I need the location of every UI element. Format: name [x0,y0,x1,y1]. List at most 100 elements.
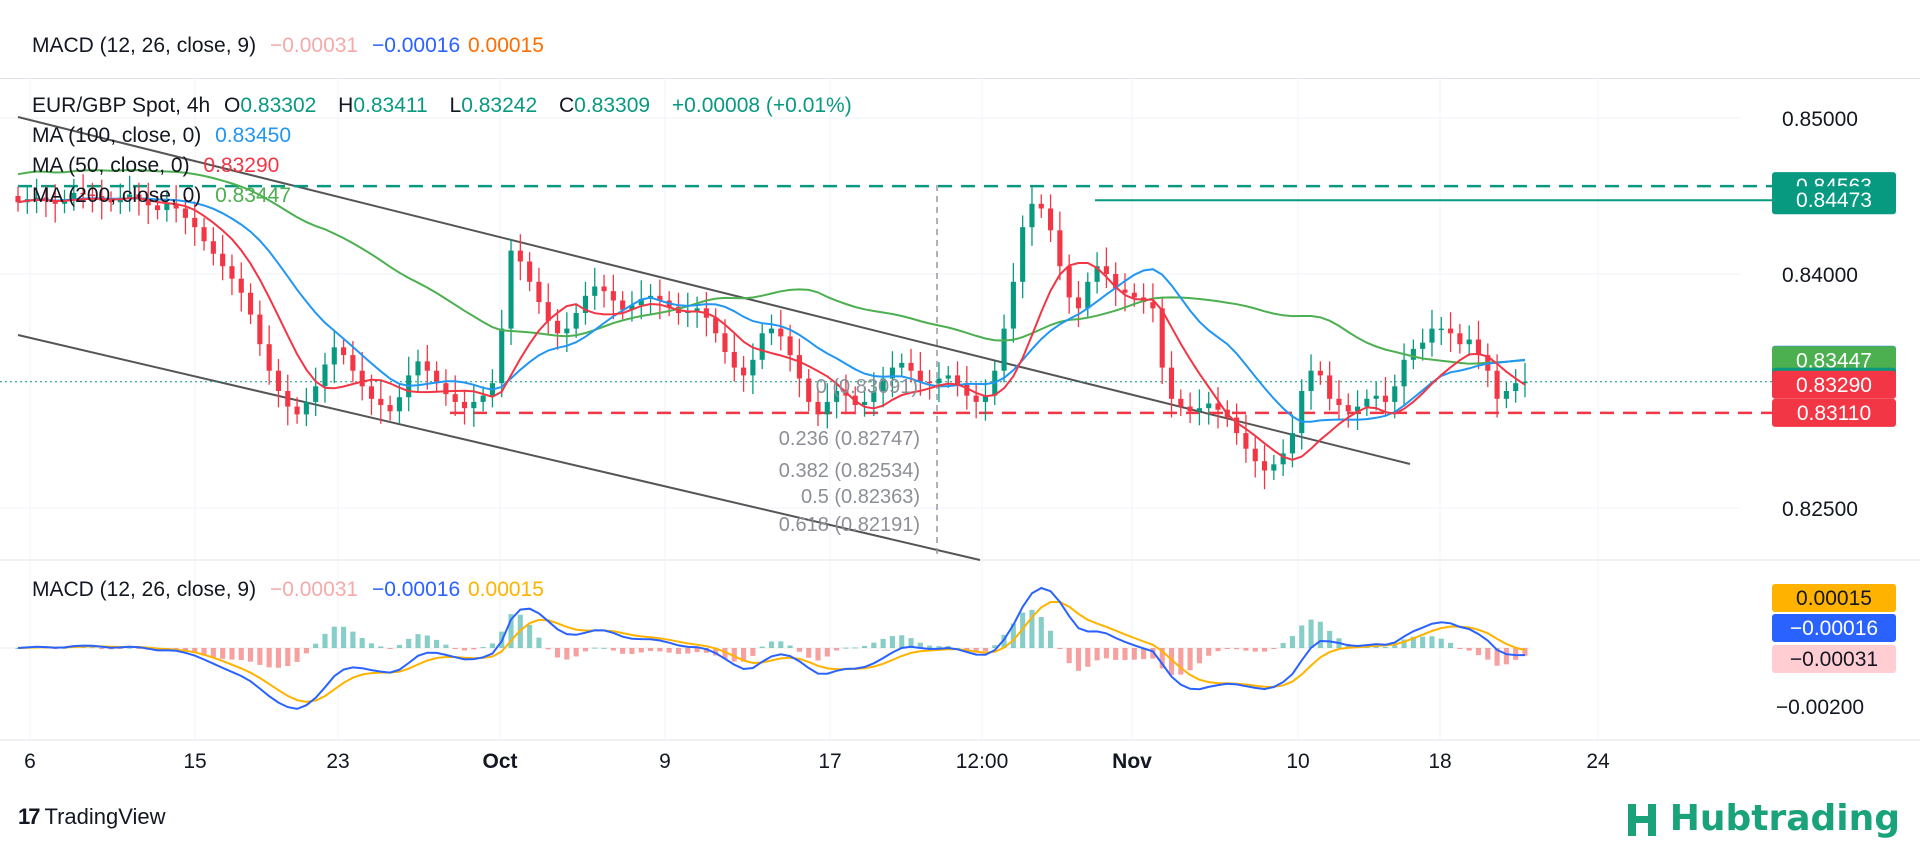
candle-body [1020,227,1026,282]
candle-body [173,203,179,209]
candle-body [1438,328,1444,331]
candle-body [471,401,477,409]
price-badge [1772,186,1896,215]
fib-level-label: 0.5 (0.82363) [801,486,920,508]
macd-histogram-bar [220,648,226,659]
candle-body [713,317,719,334]
candle-body [480,395,486,402]
fib-level-label: 0.618 (0.82191) [779,514,920,536]
macd-histogram-bar [1522,648,1528,656]
macd-histogram-bar [1243,648,1249,651]
candle-body [573,313,579,329]
time-tick-label: 24 [1586,750,1610,773]
macd-histogram-bar [843,647,849,649]
candle-body [536,281,542,303]
ma100-legend[interactable]: MA (100, close, 0) 0.83450 [32,124,292,147]
candle-body [1466,339,1472,345]
time-tick-label: Oct [482,750,517,773]
candle-body [127,194,133,198]
candle-body [973,395,979,402]
candle-body [1066,266,1072,298]
candle-body [824,401,830,415]
candle-body [1475,339,1482,356]
macd-histogram-bar [1010,623,1016,648]
tradingview-logo[interactable]: 17 TradingView [18,804,166,829]
candle-body [1159,308,1165,368]
macd-histogram-bar [917,642,923,648]
candle-body [694,308,700,312]
macd-header-macd: −0.00016 [371,34,461,57]
candle-body [71,192,77,200]
candle-body [564,328,570,334]
candle-body [499,328,505,384]
macd-histogram-bar [461,648,468,651]
macd-histogram-bar [1029,609,1035,648]
macd-histogram-bar [1206,648,1212,656]
macd-histogram-bar [638,648,644,653]
macd-histogram-bar [1299,625,1305,648]
macd-histogram-bar [1131,648,1137,660]
ma100-line [17,197,1526,423]
ohlc-high: 0.83411 [353,94,428,117]
macd-histogram-bar [378,646,384,648]
macd-histogram-bar [592,647,598,649]
macd-histogram-bar [350,631,356,648]
macd-histogram-bar [657,648,663,652]
macd-histogram-bar [610,648,616,651]
macd-histogram-bar [303,648,309,654]
macd-histogram-bar [201,648,207,656]
macd-histogram-bar [1215,648,1221,652]
candle-body [927,381,933,384]
candle-body [545,302,551,321]
macd-histogram-bar [1280,642,1286,648]
candle-body [1085,281,1091,309]
ma200-line [17,169,1526,365]
macd-histogram-bar [210,648,216,658]
macd-header-legend[interactable]: MACD (12, 26, close, 9) −0.00031 −0.0001… [32,34,552,58]
macd-histogram-bar [1289,636,1295,648]
chart-canvas[interactable]: 0.85000 0.84000 0.82500 0 (0.83091) 0.236 (0… [0,0,1920,790]
candle-body [517,250,523,262]
candle-body [266,344,272,371]
candle-body [610,291,616,301]
macd-histogram-bar [266,648,272,668]
price-tick-label: 0.82500 [1782,498,1858,521]
macd-histogram-bar [1429,636,1435,648]
candle-body [899,362,905,368]
candle-body [778,328,784,337]
macd-histogram-bar [1475,648,1482,656]
time-tick-label: 6 [24,750,36,773]
candle-body [1271,464,1277,471]
candle-body [1038,203,1044,209]
candle-body [982,395,989,402]
macd-histogram-bar [331,626,337,648]
macd-histogram-bar [443,644,449,648]
candle-body [1094,266,1100,282]
macd-histogram-bar [796,648,802,652]
macd-histogram-bar [982,648,989,652]
fib-level-label: 0 (0.83091) [816,376,918,398]
macd-histogram-bar [1438,638,1444,648]
ma200-legend[interactable]: MA (200, close, 0) 0.83447 [32,184,292,207]
macd-pane-legend[interactable]: MACD (12, 26, close, 9) −0.00031 −0.0001… [32,578,544,601]
price-badge-label: 0.83110 [1797,402,1871,425]
symbol-legend[interactable]: EUR/GBP Spot, 4h O0.83302 H0.83411 L0.83… [32,94,852,117]
time-tick-label: 15 [183,750,206,773]
price-badge-label: 0.84473 [1796,189,1872,212]
ma50-legend[interactable]: MA (50, close, 0) 0.83290 [32,154,280,177]
macd-histogram-bar [1494,648,1500,666]
macd-histogram-bar [703,648,709,653]
macd-histogram-bar [861,645,868,648]
time-tick-label: 23 [326,750,349,773]
macd-histogram-bar [936,646,942,648]
macd-histogram-bar [285,648,291,667]
candle-body [322,364,328,387]
candle-body [1187,406,1193,412]
macd-histogram-bar [396,644,402,648]
candle-body [1215,403,1221,410]
symbol-name: EUR/GBP Spot, 4h [32,94,211,117]
candle-body [1150,302,1156,309]
macd-histogram-bar [1485,648,1491,660]
candle-body [1513,383,1519,391]
candle-body [359,370,365,387]
